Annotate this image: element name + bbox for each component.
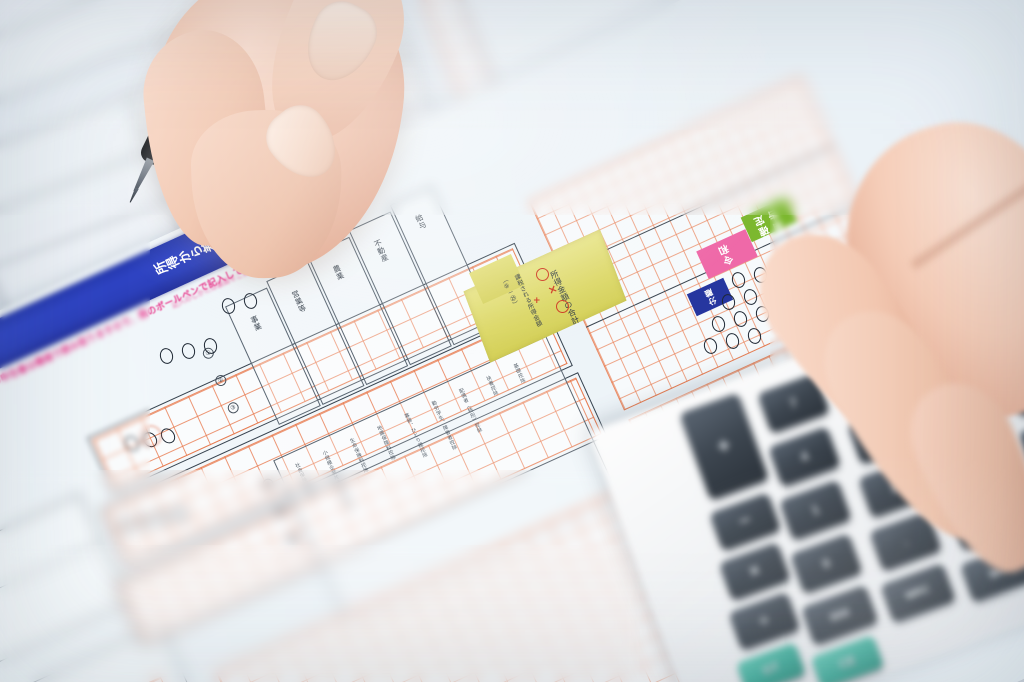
red-annotation-circle — [556, 300, 569, 313]
red-annotation-mark: + — [533, 296, 541, 306]
right-hand — [735, 96, 1024, 590]
pen-cone — [129, 156, 156, 194]
minus-key[interactable]: − — [709, 492, 782, 552]
memory-recall-key[interactable]: MRC — [880, 562, 956, 623]
pink-tab-label: 令和 — [717, 241, 737, 267]
plus-key[interactable]: + — [679, 392, 769, 501]
navy-tab-label: 分離 — [702, 286, 718, 308]
red-annotation-circle — [536, 268, 549, 281]
left-hand-with-pen — [130, 0, 460, 340]
pen-tip — [128, 187, 139, 203]
divide-key[interactable]: ÷ — [728, 591, 801, 651]
